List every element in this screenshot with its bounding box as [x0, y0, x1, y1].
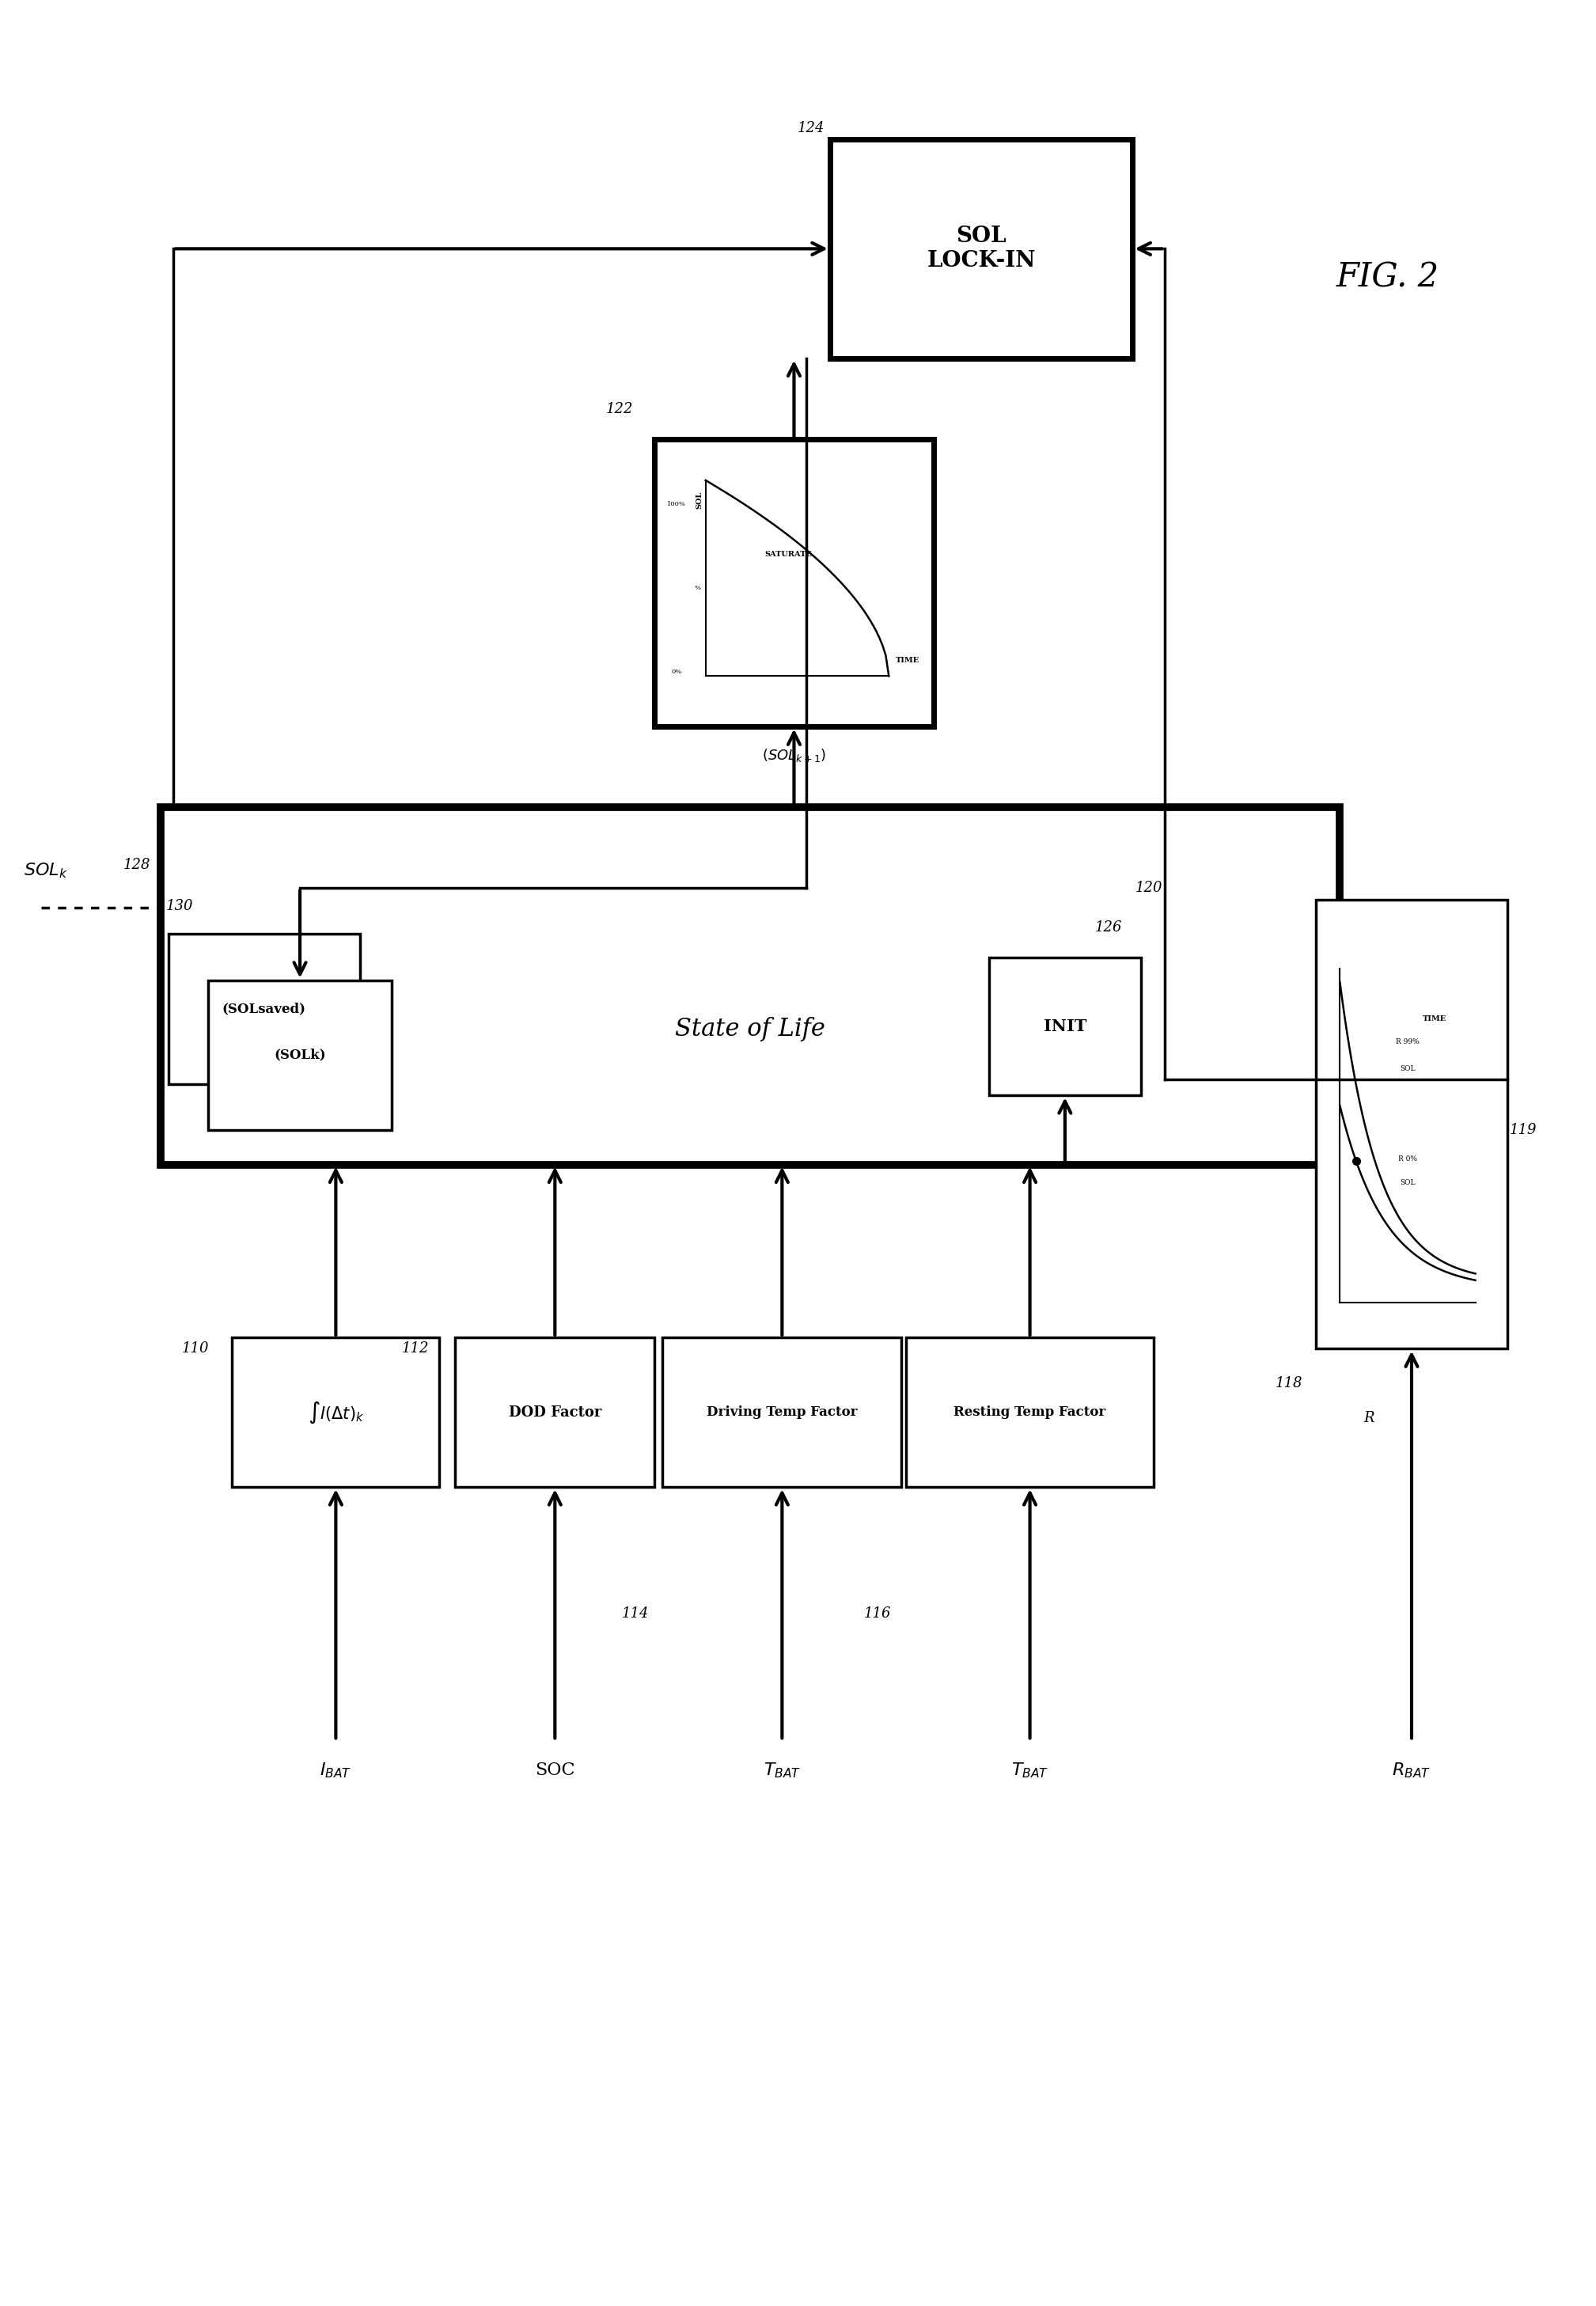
Text: R: R [1363, 1411, 1374, 1425]
Text: SATURATE: SATURATE [764, 551, 812, 558]
Text: Driving Temp Factor: Driving Temp Factor [707, 1404, 857, 1418]
Text: Resting Temp Factor: Resting Temp Factor [954, 1404, 1106, 1418]
Text: $I_{BAT}$: $I_{BAT}$ [319, 1762, 351, 1780]
Text: FIG. 2: FIG. 2 [1336, 261, 1440, 295]
Text: SOL: SOL [1400, 1178, 1416, 1185]
Text: SOL: SOL [696, 491, 702, 510]
Text: State of Life: State of Life [675, 1017, 825, 1040]
Text: R 99%: R 99% [1396, 1038, 1419, 1045]
Text: $T_{BAT}$: $T_{BAT}$ [763, 1762, 801, 1780]
Bar [830, 138, 1133, 357]
Text: 119: 119 [1510, 1123, 1537, 1137]
Text: DOD Factor: DOD Factor [509, 1404, 602, 1418]
Text: 130: 130 [166, 899, 193, 913]
Bar [209, 980, 391, 1130]
Bar [907, 1337, 1154, 1487]
Bar [455, 1337, 654, 1487]
Text: (SOLsaved): (SOLsaved) [222, 1003, 306, 1015]
Text: 122: 122 [606, 401, 634, 415]
Text: R 0%: R 0% [1398, 1155, 1417, 1162]
Text: TIME: TIME [1422, 1015, 1446, 1022]
Text: 116: 116 [863, 1607, 891, 1621]
Text: 110: 110 [182, 1342, 209, 1356]
Text: $T_{BAT}$: $T_{BAT}$ [1012, 1762, 1049, 1780]
Bar [161, 807, 1341, 1165]
Text: $\int I(\Delta t)_k$: $\int I(\Delta t)_k$ [308, 1400, 364, 1425]
Bar [990, 957, 1141, 1095]
Text: $R_{BAT}$: $R_{BAT}$ [1392, 1762, 1432, 1780]
Text: 124: 124 [796, 120, 825, 136]
Text: 100%: 100% [667, 500, 686, 507]
Text: SOL
LOCK-IN: SOL LOCK-IN [927, 226, 1036, 272]
Text: 126: 126 [1095, 920, 1122, 934]
Text: %: % [694, 586, 701, 590]
Text: (SOLk): (SOLk) [275, 1049, 326, 1061]
Bar [662, 1337, 902, 1487]
Text: 114: 114 [622, 1607, 650, 1621]
Text: 118: 118 [1275, 1377, 1302, 1391]
Bar [1317, 899, 1507, 1349]
Text: SOC: SOC [535, 1762, 575, 1780]
Text: 0%: 0% [672, 669, 681, 676]
Text: 120: 120 [1135, 881, 1162, 895]
Text: $SOL_k$: $SOL_k$ [24, 860, 67, 881]
Bar [169, 934, 359, 1084]
Bar [654, 438, 934, 726]
Bar [231, 1337, 439, 1487]
Text: INIT: INIT [1044, 1019, 1087, 1033]
Text: 128: 128 [123, 858, 150, 872]
Text: $(SOL_{k+1})$: $(SOL_{k+1})$ [761, 747, 827, 763]
Text: SOL: SOL [1400, 1065, 1416, 1072]
Text: 112: 112 [402, 1342, 429, 1356]
Text: TIME: TIME [895, 657, 919, 664]
